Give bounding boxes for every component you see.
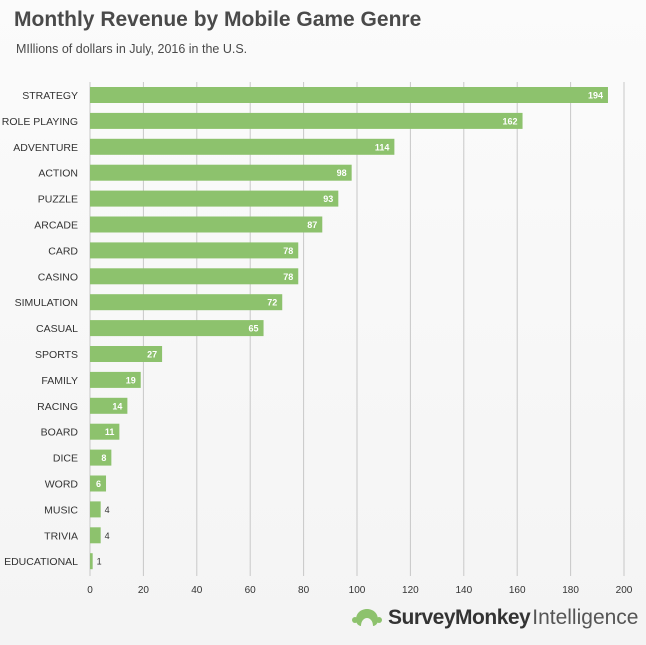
bar — [90, 423, 120, 440]
category-label: DICE — [53, 453, 78, 465]
bar-value-label: 8 — [101, 453, 106, 463]
bar — [90, 553, 93, 570]
x-tick-label: 100 — [349, 585, 366, 596]
category-labels: STRATEGY ROLE PLAYING ADVENTURE ACTION PUZZL… — [2, 90, 79, 568]
bar — [90, 190, 339, 207]
bar — [90, 242, 299, 259]
x-tick-label: 140 — [455, 585, 472, 596]
bar — [90, 346, 163, 362]
x-tick-label: 80 — [298, 585, 310, 596]
category-label: WORD — [45, 479, 79, 491]
category-label: RACING — [37, 401, 78, 413]
category-label: ROLE PLAYING — [2, 116, 78, 128]
bar — [90, 501, 101, 518]
bar-value-label: 162 — [503, 116, 518, 126]
bar — [90, 527, 101, 544]
bar — [90, 397, 128, 414]
bar-value-label: 87 — [307, 220, 317, 230]
bar-value-label: 1 — [97, 557, 102, 567]
x-tick-label: 40 — [191, 585, 203, 596]
bar-value-label: 4 — [105, 505, 110, 515]
bar-value-label: 19 — [126, 375, 136, 385]
x-axis-ticks: 0 20 40 60 80 100 120 140 160 180 200 — [87, 585, 633, 596]
x-tick-label: 0 — [87, 585, 93, 596]
bar-value-label: 98 — [337, 168, 347, 178]
bar-value-label: 14 — [112, 401, 122, 411]
x-tick-label: 120 — [402, 585, 419, 596]
bar-value-label: 78 — [283, 246, 293, 256]
bar-value-label: 78 — [283, 272, 293, 282]
category-label: FAMILY — [41, 375, 78, 387]
bar-value-label: 65 — [249, 324, 259, 334]
grid-lines — [89, 82, 625, 576]
bar — [90, 294, 283, 311]
category-label: ADVENTURE — [13, 142, 78, 154]
bar — [90, 138, 395, 155]
bar — [90, 475, 107, 492]
category-label: PUZZLE — [38, 194, 78, 206]
category-label: STRATEGY — [22, 90, 78, 102]
bar-value-label: 6 — [96, 479, 101, 489]
footer-suffix: Intelligence — [532, 606, 639, 629]
bar-value-label: 11 — [105, 427, 115, 437]
category-label: BOARD — [41, 427, 79, 439]
bar-value-label: 114 — [375, 142, 390, 152]
bar — [90, 371, 141, 388]
bar-value-label: 27 — [147, 350, 157, 360]
category-label: CASINO — [38, 271, 78, 283]
category-label: SPORTS — [35, 349, 78, 361]
bar — [90, 320, 264, 337]
bar — [90, 112, 523, 129]
footer-logo: SurveyMonkey Intelligence — [352, 606, 638, 630]
category-label: EDUCATIONAL — [4, 556, 78, 568]
bar-value-label: 93 — [323, 194, 333, 204]
chart-subtitle: MIllions of dollars in July, 2016 in the… — [16, 42, 248, 56]
category-label: SIMULATION — [15, 297, 78, 309]
bar — [90, 164, 352, 181]
category-label: TRIVIA — [44, 530, 78, 542]
x-tick-label: 60 — [245, 585, 257, 596]
category-label: CASUAL — [36, 323, 78, 335]
x-tick-label: 180 — [562, 585, 579, 596]
category-label: MUSIC — [44, 504, 78, 516]
bar — [90, 216, 323, 233]
footer-brand: SurveyMonkey — [388, 606, 531, 629]
chart-title: Monthly Revenue by Mobile Game Genre — [14, 8, 422, 31]
x-tick-label: 20 — [138, 585, 150, 596]
bar-chart: 194 162 114 98 93 87 78 78 72 65 27 19 14 11 8 6 4 4 1 STR… — [2, 82, 633, 596]
category-label: ACTION — [38, 168, 78, 180]
x-tick-label: 160 — [509, 585, 526, 596]
bar — [90, 268, 299, 285]
bars-group: 194 162 114 98 93 87 78 78 72 65 27 19 14 11 8 6 4 4 1 — [90, 87, 608, 570]
bar-value-label: 4 — [105, 531, 110, 541]
category-label: CARD — [48, 245, 78, 257]
category-label: ARCADE — [34, 220, 78, 232]
x-tick-label: 200 — [616, 585, 633, 596]
bar-value-label: 72 — [267, 298, 277, 308]
bar-value-label: 194 — [588, 91, 603, 101]
bar — [90, 87, 608, 103]
surveymonkey-logo-icon — [352, 609, 382, 626]
bar — [90, 449, 112, 466]
